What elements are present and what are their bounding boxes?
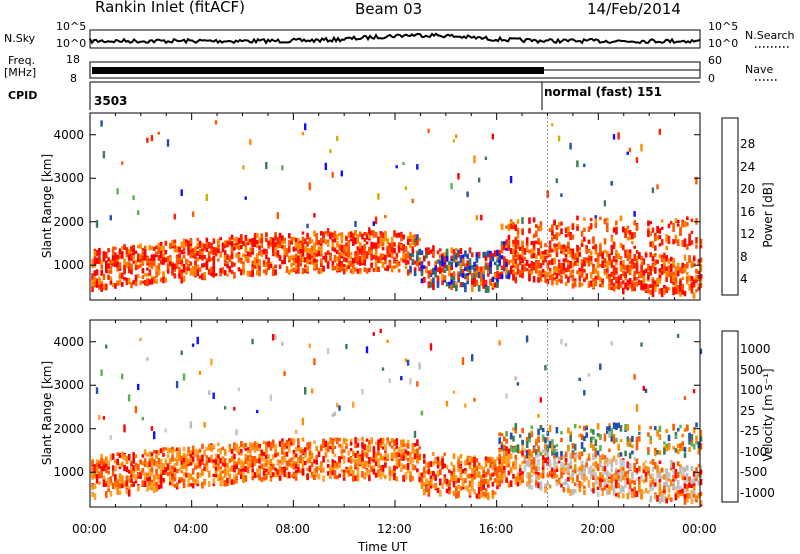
x-tick-label: 12:00 [377, 522, 412, 536]
y-tick-label: 1000 [53, 258, 84, 273]
y-tick-label: 4000 [53, 334, 84, 349]
velocity-colorbar-tick: 25 [740, 403, 756, 418]
cpid-value-1: 3503 [94, 94, 128, 108]
colorbars [721, 117, 739, 503]
power-colorbar-tick: 4 [740, 272, 748, 286]
velocity-colorbar-tick: -25 [740, 424, 760, 439]
nave-tick-top: 60 [708, 54, 722, 67]
power-colorbar-tick: 12 [740, 227, 756, 241]
power-colorbar-tick: 16 [740, 204, 756, 219]
nsearch-tick-top: 10^5 [708, 20, 739, 33]
x-tick-label: 00:00 [682, 522, 717, 536]
power-panel [89, 112, 703, 301]
header-strips [89, 29, 790, 110]
x-tick-label: 00:00 [72, 522, 107, 536]
station-title: Rankin Inlet (fitACF) [95, 0, 246, 16]
y-tick-label: 4000 [53, 127, 84, 142]
nave-tick-bottom: 0 [708, 72, 715, 85]
y-tick-label: 2000 [53, 421, 84, 436]
velocity-colorbar-tick: 100 [740, 383, 763, 398]
velocity-colorbar-tick: -100 [740, 444, 768, 459]
velocity-colorbar-tick: 500 [740, 362, 763, 377]
velocity-colorbar-tick: -500 [740, 465, 768, 480]
freq-tick-top: 18 [66, 53, 80, 66]
x-tick-label: 08:00 [275, 522, 310, 536]
power-colorbar-tick: 20 [740, 182, 756, 196]
freq-tick-bottom: 8 [70, 72, 77, 85]
power-colorbar-tick: 8 [740, 249, 748, 264]
nsearch-tick-bottom: 10^0 [708, 37, 739, 50]
nsky-tick-bottom: 10^0 [56, 37, 87, 50]
y-tick-label: 3000 [53, 171, 84, 186]
y-tick-label: 1000 [53, 465, 84, 480]
nsearch-label: N.Search [745, 29, 795, 42]
x-tick-label: 04:00 [173, 522, 209, 536]
freq-unit: [MHz] [4, 66, 37, 79]
cpid-label: CPID [8, 89, 38, 102]
velocity-panel [89, 319, 703, 508]
x-tick-label: 16:00 [478, 522, 514, 536]
power-colorbar-tick: 28 [740, 137, 756, 151]
date-title: 14/Feb/2014 [587, 0, 681, 18]
x-tick-label: 20:00 [580, 522, 615, 536]
nsky-tick-top: 10^5 [56, 20, 87, 33]
power-colorbar-label: Power [dB] [761, 182, 775, 248]
power-ylabel: Slant Range [km] [40, 153, 54, 259]
x-axis-label: Time UT [358, 540, 408, 554]
velocity-colorbar-tick: -1000 [740, 486, 775, 500]
y-tick-label: 2000 [53, 214, 84, 229]
velocity-ylabel: Slant Range [km] [40, 360, 54, 466]
cpid-value-2: normal (fast) 151 [544, 85, 662, 99]
power-colorbar-tick: 24 [740, 159, 756, 174]
freq-label: Freq. [8, 54, 36, 67]
nave-label: Nave [745, 63, 774, 76]
beam-title: Beam 03 [355, 0, 423, 18]
velocity-colorbar-tick: 1000 [740, 342, 771, 356]
y-tick-label: 3000 [53, 378, 84, 393]
nsky-label: N.Sky [4, 32, 36, 45]
